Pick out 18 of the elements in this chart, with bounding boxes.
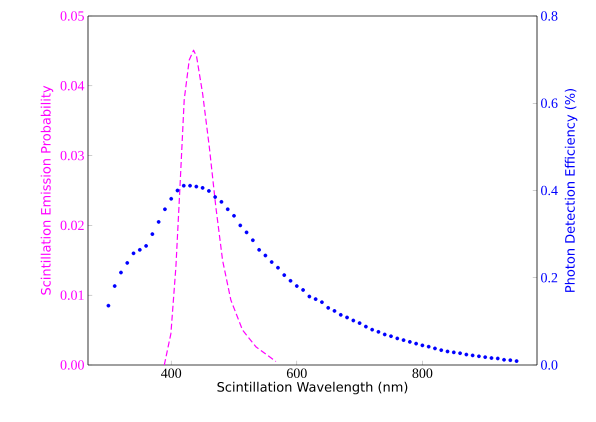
- x-tick-label: 400: [161, 368, 182, 378]
- y-tick-label: 0.03: [60, 150, 84, 160]
- y-tick-label: 0.02: [60, 220, 84, 230]
- y2-axis-title: Photon Detection Efficiency (%): [564, 88, 578, 292]
- y2-tick-label: 0.4: [541, 186, 558, 196]
- y2-tick-label: 0.6: [541, 98, 558, 108]
- y2-tick-label: 0.0: [541, 360, 558, 370]
- y-tick-label: 0.00: [60, 360, 84, 370]
- y2-tick-label: 0.8: [541, 11, 558, 21]
- y-tick-label: 0.05: [60, 11, 84, 21]
- y-tick-label: 0.04: [60, 81, 84, 91]
- y-tick-label: 0.01: [60, 290, 84, 300]
- x-tick-label: 800: [412, 368, 432, 378]
- y2-tick-label: 0.2: [541, 273, 558, 282]
- x-tick-label: 600: [286, 368, 307, 378]
- x-axis-title: Scintillation Wavelength (nm): [217, 382, 408, 394]
- line-series: [164, 50, 277, 366]
- y-axis-title: Scintillation Emission Probability: [40, 86, 54, 295]
